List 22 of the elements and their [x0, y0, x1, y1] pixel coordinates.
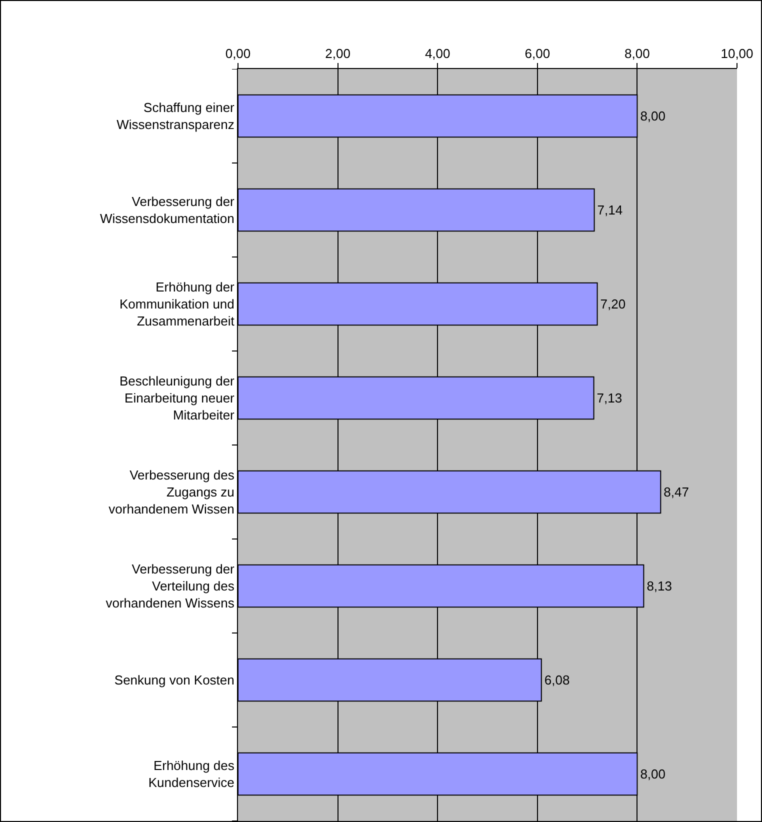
data-label: 8,00 [640, 766, 666, 782]
x-tick-label: 6,00 [524, 46, 550, 61]
y-tick-label: Verbesserung der Verteilung des vorhandenen Wissens [106, 562, 236, 610]
x-tick-label: 2,00 [325, 46, 350, 61]
data-label: 8,47 [664, 484, 689, 500]
y-tick-label: Verbesserung der Wissensdokumentation [100, 194, 236, 226]
data-label: 7,20 [600, 296, 626, 312]
y-tick-label: Schaffung einer Wissenstransparenz [116, 100, 236, 132]
y-tick-label: Beschleunigung der Einarbeitung neuer Mitarbeiter [119, 374, 236, 422]
x-tick-label: 0,00 [225, 46, 251, 61]
data-label: 7,14 [597, 202, 623, 218]
x-tick-label: 10,00 [720, 46, 754, 61]
data-label: 7,13 [596, 390, 622, 406]
x-tick-label: 4,00 [424, 46, 450, 61]
y-tick-label: Erhöhung der Kommunikation und Zusammenarbeit [119, 280, 236, 328]
y-tick-label: Senkung von Kosten [114, 672, 234, 688]
y-tick-label: Verbesserung des Zugangs zu vorhandenem Wissen [108, 468, 235, 516]
x-tick-label: 8,00 [624, 46, 650, 61]
data-label: 8,13 [646, 578, 672, 594]
y-tick-label: Erhöhung des Kundenservice [148, 758, 235, 790]
data-label: 6,08 [544, 672, 570, 688]
data-label: 8,00 [640, 108, 666, 124]
